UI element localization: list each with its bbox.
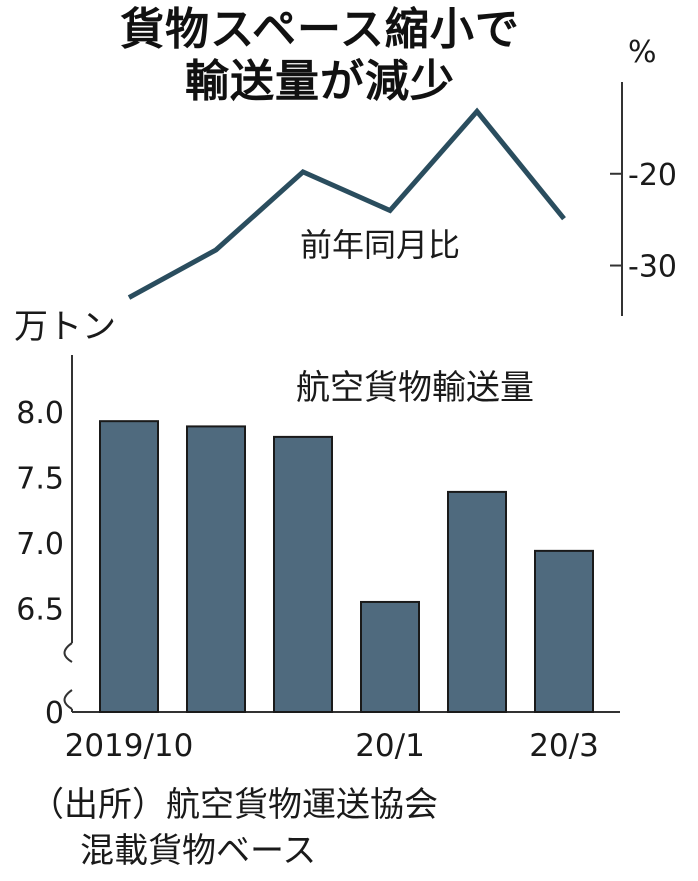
bar-chart-tick-label: 8.0	[16, 396, 64, 431]
bar-chart-tick-label: 0	[45, 696, 64, 731]
bar-chart-x-label: 20/3	[529, 728, 599, 764]
bar-chart-axes	[63, 355, 620, 713]
bar-chart-unit: 万トン	[14, 307, 116, 347]
bar-chart-tick-label: 7.0	[16, 527, 64, 562]
chart-title-line-2: 輸送量が減少	[185, 56, 455, 107]
bar	[99, 420, 159, 713]
axis-break-mark	[63, 689, 73, 710]
bar	[534, 549, 594, 713]
bar	[273, 435, 333, 713]
line-series-yoy	[127, 107, 566, 300]
bar-chart-y-ticks: 8.0 7.5 7.0 6.5 0	[16, 396, 64, 731]
line-chart-series	[127, 107, 566, 300]
line-chart-tick-label: -20	[628, 158, 677, 193]
bar	[186, 425, 246, 713]
bar-chart-tick-label: 6.5	[16, 593, 64, 628]
source-note-line-1: （出所）航空貨物運送協会	[30, 785, 438, 825]
bar-chart-x-labels: 2019/10 20/1 20/3	[65, 728, 599, 764]
chart-title-line-1: 貨物スペース縮小で	[120, 4, 520, 55]
bar-chart-x-label: 2019/10	[65, 728, 194, 764]
bar-chart-tick-label: 7.5	[16, 462, 64, 497]
bar	[447, 490, 507, 713]
bar-chart-bars	[99, 420, 594, 714]
bar	[360, 600, 420, 714]
bar-chart-x-label: 20/1	[355, 728, 425, 764]
line-chart-tick-label: -30	[628, 250, 677, 285]
line-chart-unit: %	[628, 35, 657, 70]
line-chart-ticks: -20 -30	[610, 158, 677, 285]
axis-break-mark	[63, 642, 73, 663]
source-note-line-2: 混載貨物ベース	[80, 831, 317, 871]
bar-chart-label: 航空貨物輸送量	[296, 368, 534, 408]
line-chart-label: 前年同月比	[300, 226, 460, 264]
